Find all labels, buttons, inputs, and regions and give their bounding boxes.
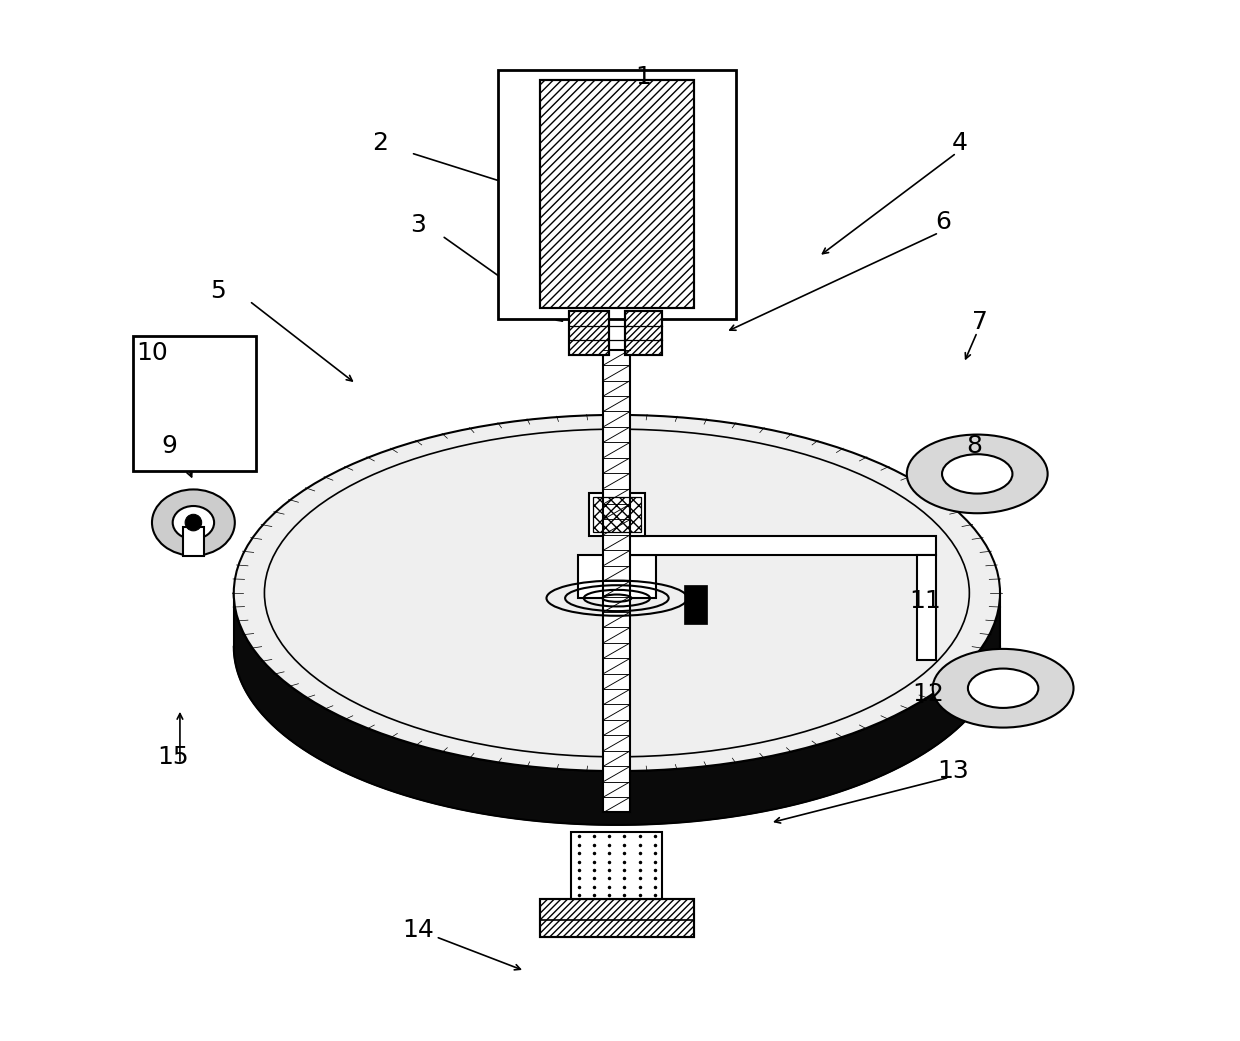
Ellipse shape — [153, 489, 234, 556]
Bar — [684, 585, 707, 624]
Bar — [918, 555, 936, 660]
Bar — [541, 899, 693, 937]
Ellipse shape — [942, 454, 1012, 493]
Text: 7: 7 — [972, 309, 988, 334]
Ellipse shape — [932, 649, 1074, 728]
Text: 13: 13 — [937, 759, 970, 783]
Bar — [541, 899, 693, 937]
Bar — [497, 70, 737, 319]
Bar — [134, 336, 255, 471]
Bar — [184, 527, 203, 556]
Text: 12: 12 — [913, 683, 945, 707]
Bar — [569, 311, 609, 355]
Bar — [593, 497, 641, 532]
Ellipse shape — [172, 506, 215, 539]
Text: 11: 11 — [910, 589, 941, 613]
Bar — [604, 350, 630, 812]
Text: 15: 15 — [157, 744, 188, 768]
Text: 4: 4 — [951, 130, 967, 154]
Bar — [578, 555, 656, 599]
Text: 9: 9 — [161, 434, 177, 458]
Text: 10: 10 — [136, 340, 167, 364]
Bar — [611, 536, 936, 555]
Text: 2: 2 — [372, 130, 388, 154]
Text: 6: 6 — [935, 210, 951, 234]
Bar — [541, 80, 693, 308]
Bar — [625, 311, 662, 355]
Bar — [572, 832, 662, 899]
Text: 14: 14 — [402, 917, 434, 941]
Circle shape — [185, 514, 202, 531]
Text: 8: 8 — [966, 434, 982, 458]
Bar — [625, 311, 662, 355]
Polygon shape — [234, 593, 999, 824]
Text: 3: 3 — [410, 213, 427, 237]
Bar — [569, 311, 609, 355]
Bar — [589, 492, 645, 536]
Text: 1: 1 — [635, 66, 651, 90]
Ellipse shape — [234, 415, 999, 771]
Ellipse shape — [968, 668, 1038, 708]
Bar — [541, 80, 693, 308]
Ellipse shape — [906, 434, 1048, 513]
Text: 5: 5 — [211, 279, 226, 303]
